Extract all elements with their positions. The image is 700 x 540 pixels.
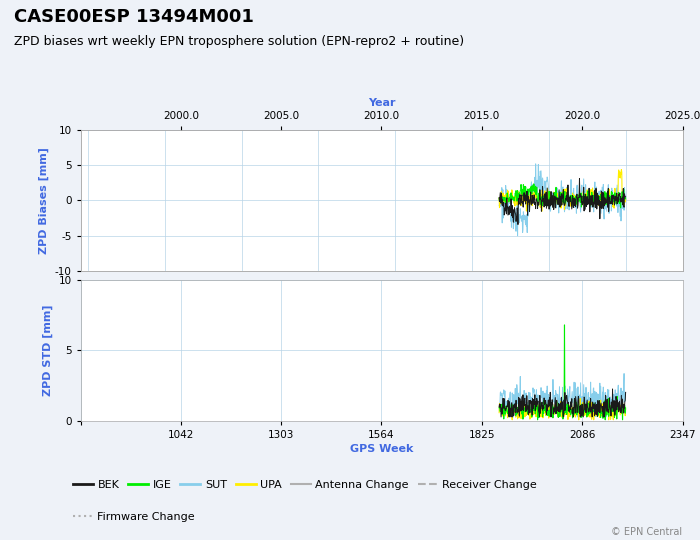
Text: © EPN Central: © EPN Central [611, 527, 682, 537]
Text: ZPD biases wrt weekly EPN troposphere solution (EPN-repro2 + routine): ZPD biases wrt weekly EPN troposphere so… [14, 35, 464, 48]
Y-axis label: ZPD STD [mm]: ZPD STD [mm] [43, 305, 52, 396]
X-axis label: Year: Year [368, 98, 395, 109]
Y-axis label: ZPD Biases [mm]: ZPD Biases [mm] [38, 147, 49, 254]
Text: CASE00ESP 13494M001: CASE00ESP 13494M001 [14, 8, 254, 26]
Legend: BEK, IGE, SUT, UPA, Antenna Change, Receiver Change: BEK, IGE, SUT, UPA, Antenna Change, Rece… [69, 475, 541, 494]
X-axis label: GPS Week: GPS Week [350, 444, 413, 454]
Legend: Firmware Change: Firmware Change [69, 508, 200, 526]
